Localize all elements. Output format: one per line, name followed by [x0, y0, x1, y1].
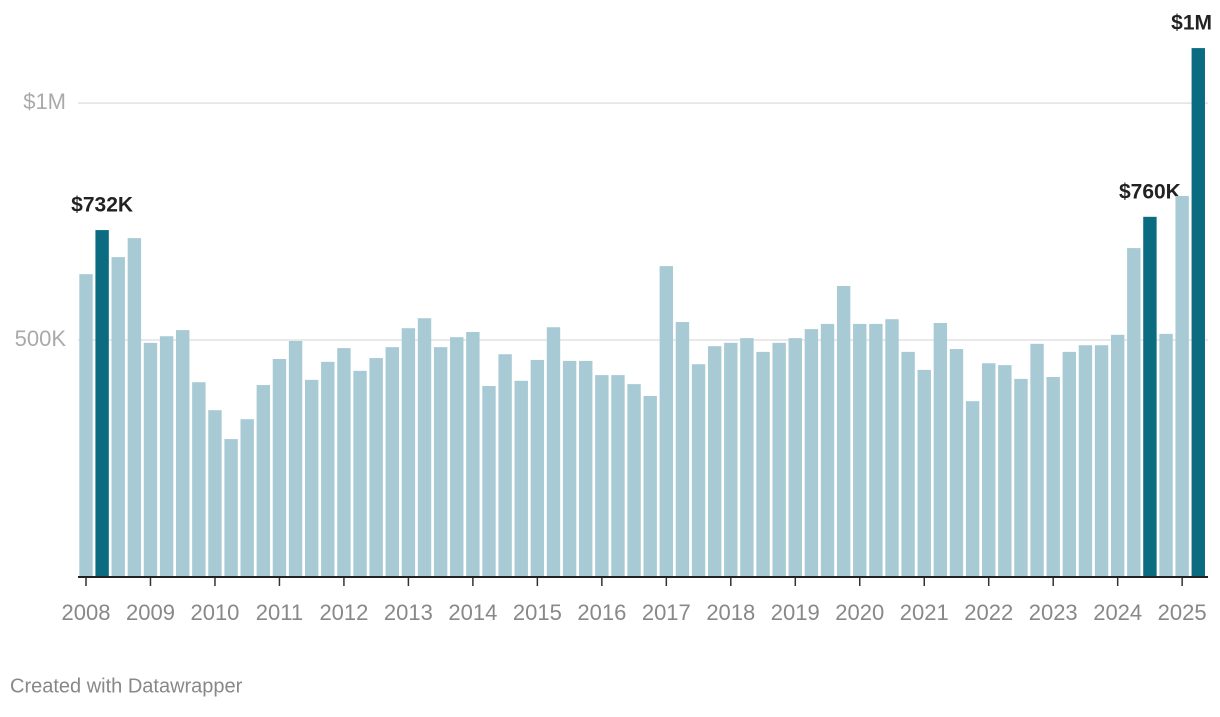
bar	[949, 349, 964, 577]
bar	[304, 379, 319, 577]
x-tick-label: 2020	[835, 600, 884, 625]
value-label: $1M	[1171, 12, 1212, 35]
x-tick-label: 2025	[1158, 600, 1207, 625]
bar	[659, 266, 674, 577]
x-tick-label: 2008	[62, 600, 111, 625]
bar	[433, 347, 448, 577]
bar	[853, 323, 867, 577]
x-tick-label: 2017	[642, 600, 691, 625]
bar	[192, 382, 206, 577]
x-tick-label: 2016	[577, 600, 626, 625]
bar	[1175, 195, 1189, 577]
bar	[1110, 334, 1125, 577]
bar	[595, 375, 609, 577]
bar	[466, 331, 480, 577]
bar	[965, 401, 980, 577]
x-tick-label: 2009	[126, 600, 175, 625]
bar	[611, 375, 625, 577]
bar	[546, 327, 561, 577]
bar	[450, 337, 464, 577]
x-tick-label: 2014	[448, 600, 497, 625]
bar	[1191, 48, 1205, 578]
bar	[820, 323, 835, 577]
x-tick-label: 2015	[513, 600, 562, 625]
bar	[675, 322, 690, 577]
bar	[482, 386, 496, 577]
bar	[1159, 333, 1173, 577]
bar	[530, 359, 545, 577]
bar	[143, 342, 158, 577]
bar	[933, 322, 948, 577]
bar	[579, 360, 593, 577]
bar	[498, 354, 512, 577]
bar	[1078, 345, 1093, 577]
x-tick-label: 2019	[771, 600, 820, 625]
x-tick-label: 2021	[900, 600, 949, 625]
value-label: $760K	[1119, 180, 1181, 203]
bar	[79, 274, 93, 577]
bar	[643, 395, 657, 577]
x-tick-label: 2022	[964, 600, 1013, 625]
bar	[127, 238, 142, 578]
x-tick-label: 2012	[319, 600, 368, 625]
x-tick-label: 2018	[706, 600, 755, 625]
bar	[707, 346, 722, 577]
bar	[369, 358, 383, 577]
bar	[1014, 378, 1028, 577]
value-label: $732K	[71, 194, 133, 217]
bar	[417, 318, 432, 577]
bar	[998, 365, 1012, 577]
bar	[1030, 343, 1044, 577]
bar	[208, 410, 222, 577]
bar	[401, 328, 416, 577]
x-tick-label: 2024	[1093, 600, 1142, 625]
bar	[724, 342, 738, 577]
bar	[256, 385, 271, 577]
bar	[740, 338, 754, 577]
x-tick-label: 2011	[256, 600, 303, 625]
bar	[1094, 345, 1109, 577]
bar	[95, 230, 109, 577]
bar	[176, 330, 190, 577]
bar	[385, 347, 399, 577]
bar	[788, 338, 802, 577]
bar	[514, 380, 528, 577]
bar	[337, 348, 351, 577]
bar	[885, 319, 899, 577]
bar	[627, 384, 641, 577]
bar	[159, 336, 174, 577]
bar	[691, 364, 706, 577]
bar	[836, 286, 851, 577]
bar	[240, 419, 254, 577]
bar	[353, 370, 367, 577]
bar	[321, 361, 335, 577]
bar	[288, 340, 303, 577]
bar	[772, 342, 786, 577]
bar	[804, 329, 819, 577]
bar	[111, 257, 125, 577]
bar	[982, 363, 996, 577]
x-tick-label: 2010	[190, 600, 239, 625]
bar	[1127, 248, 1141, 577]
bar	[224, 439, 238, 577]
bar	[901, 351, 915, 577]
bar	[917, 369, 931, 577]
x-tick-label: 2013	[384, 600, 433, 625]
bar	[1062, 351, 1077, 577]
bar	[272, 358, 287, 577]
footer: Created with Datawrapper	[10, 675, 243, 697]
bar	[562, 360, 577, 577]
bar	[1143, 216, 1157, 578]
bar	[756, 351, 770, 577]
y-tick-label: 500K	[15, 326, 67, 351]
bar	[869, 323, 883, 577]
bar	[1046, 377, 1060, 577]
x-tick-label: 2023	[1029, 600, 1078, 625]
y-tick-label: $1M	[23, 89, 66, 114]
